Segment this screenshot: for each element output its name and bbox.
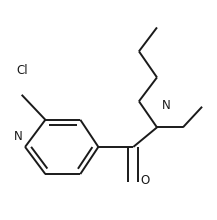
Text: O: O bbox=[141, 174, 150, 187]
Text: N: N bbox=[14, 130, 23, 143]
Text: Cl: Cl bbox=[16, 64, 28, 77]
Text: N: N bbox=[162, 99, 171, 112]
